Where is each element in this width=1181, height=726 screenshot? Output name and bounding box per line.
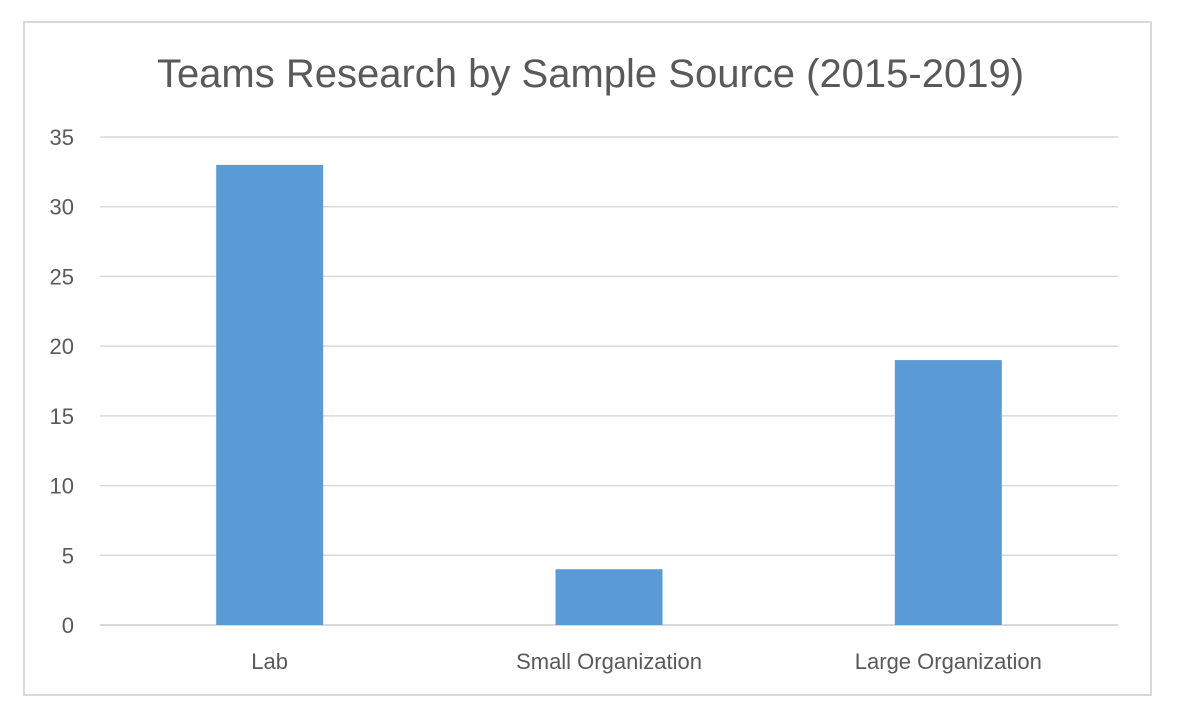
y-tick-label: 10 (50, 474, 74, 499)
y-tick-label: 5 (62, 543, 74, 568)
y-tick-label: 35 (50, 125, 74, 150)
x-category-label: Large Organization (855, 649, 1042, 674)
x-category-label: Small Organization (516, 649, 702, 674)
y-tick-label: 25 (50, 264, 74, 289)
y-tick-label: 0 (62, 613, 74, 638)
x-category-label: Lab (251, 649, 288, 674)
chart-title: Teams Research by Sample Source (2015-20… (156, 52, 1025, 96)
x-axis-category-labels: Lab Small Organization Large Organization (251, 649, 1042, 674)
bars (216, 164, 1002, 625)
y-axis-tick-labels: 0 5 10 15 20 25 30 35 (50, 125, 74, 638)
y-tick-label: 15 (50, 404, 74, 429)
y-tick-label: 30 (50, 195, 74, 220)
bar-lab (216, 164, 324, 625)
bar-large-organization (894, 360, 1002, 625)
bar-small-organization (555, 569, 663, 625)
y-tick-label: 20 (50, 334, 74, 359)
